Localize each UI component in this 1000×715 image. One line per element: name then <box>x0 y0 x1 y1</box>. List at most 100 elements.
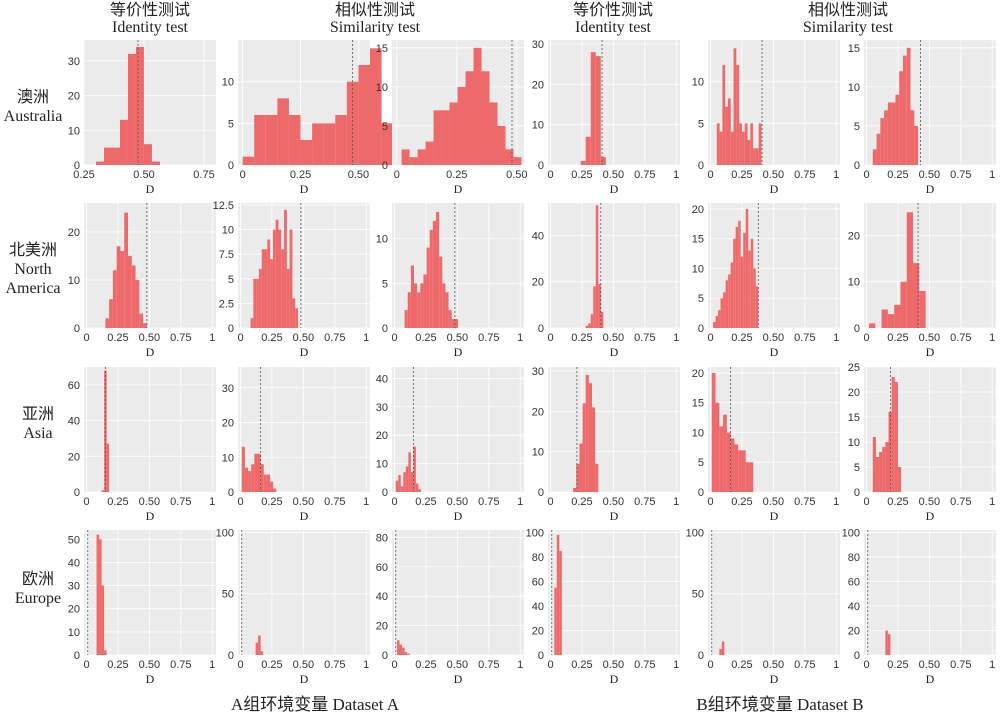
histogram-bar <box>402 647 405 655</box>
x-tick-label: 0.50 <box>603 332 624 344</box>
x-axis-label: D <box>454 345 463 359</box>
histogram-bar <box>749 462 754 492</box>
header-en: Similarity test <box>329 19 421 36</box>
histogram-bar <box>720 298 724 328</box>
histogram-bar <box>879 452 883 492</box>
y-tick-label: 0 <box>538 487 544 499</box>
histogram-bar <box>106 443 110 492</box>
x-axis-label: D <box>454 672 463 686</box>
x-tick-label: 0.75 <box>634 496 655 508</box>
histogram-bar <box>600 156 606 165</box>
x-tick-label: 0.25 <box>415 332 436 344</box>
y-tick-label: 10 <box>68 125 80 137</box>
histogram-bar <box>135 279 140 328</box>
histogram-bar <box>395 480 399 492</box>
y-tick-label: 5 <box>698 457 704 469</box>
y-tick-label: 7.5 <box>219 249 234 261</box>
y-tick-label: 5 <box>854 121 860 133</box>
x-tick-label: 0 <box>863 496 869 508</box>
y-tick-label: 10 <box>68 275 80 287</box>
x-tick-label: 0 <box>83 659 89 671</box>
x-axis-label: D <box>454 509 463 523</box>
histogram-bar <box>346 81 359 165</box>
y-tick-label: 0 <box>698 487 704 499</box>
x-axis-label: D <box>770 509 779 523</box>
y-tick-label: 40 <box>376 591 388 603</box>
histogram-bar <box>505 149 514 165</box>
x-tick-label: 0.75 <box>324 332 345 344</box>
histogram-bar <box>588 323 591 328</box>
histogram-bar <box>722 65 726 165</box>
histogram-bar <box>738 220 741 328</box>
panel-background <box>864 203 996 328</box>
histogram-bar <box>109 299 113 328</box>
histogram-bar <box>595 463 599 492</box>
x-tick-label: 0.25 <box>731 169 752 181</box>
histogram-bar <box>410 472 414 492</box>
x-axis-label: D <box>300 509 309 523</box>
x-axis-label: D <box>610 509 619 523</box>
histogram-bar <box>263 474 267 492</box>
histogram-bar <box>143 144 152 165</box>
histogram-bar <box>885 442 889 492</box>
y-tick-label: 0 <box>228 323 234 335</box>
histogram-bar <box>900 281 907 328</box>
histogram-bar <box>719 426 724 492</box>
panel-north-america-b-identity: 0 0.25 0.50 0.75 1 0 20 40 D <box>532 203 680 359</box>
panel-background <box>548 40 680 165</box>
x-tick-label: 1 <box>833 496 839 508</box>
histogram-bar <box>251 464 255 492</box>
histogram-bar <box>913 263 920 328</box>
y-tick-label: 10 <box>376 82 388 94</box>
panel-background <box>84 530 216 655</box>
y-tick-label: 0 <box>74 160 80 172</box>
y-tick-label: 100 <box>842 527 860 539</box>
x-tick-label: 1 <box>363 496 369 508</box>
x-tick-label: 1 <box>673 659 679 671</box>
row-label-asia: 亚洲 Asia <box>0 405 76 443</box>
row-label-en: North America <box>5 261 61 297</box>
histogram-bar <box>449 102 458 165</box>
y-tick-label: 10 <box>222 77 234 89</box>
histogram-bar <box>554 587 557 655</box>
row-label-north-america: 北美洲 North America <box>0 241 66 298</box>
x-tick-label: 0.75 <box>794 332 815 344</box>
histogram-bar <box>423 274 427 328</box>
histogram-bar <box>869 323 876 328</box>
histogram-bar <box>413 446 416 492</box>
x-tick-label: 1 <box>517 659 523 671</box>
y-tick-label: 10 <box>222 225 234 237</box>
histogram-bar <box>887 314 895 328</box>
x-axis-label: D <box>146 509 155 523</box>
histogram-bar <box>914 125 919 165</box>
x-tick-label: 0.25 <box>571 332 592 344</box>
panel-background <box>392 530 524 655</box>
histogram-bar <box>401 149 410 165</box>
y-tick-label: 40 <box>532 230 544 242</box>
histogram-bar <box>128 255 132 328</box>
x-tick-label: 1 <box>517 496 523 508</box>
histogram-bar <box>254 115 266 165</box>
x-tick-label: 1 <box>363 332 369 344</box>
histogram-bar <box>887 634 891 655</box>
x-tick-label: 0.25 <box>107 659 128 671</box>
panel-background <box>864 530 996 655</box>
panel-background <box>548 203 680 328</box>
y-tick-label: 0 <box>228 487 234 499</box>
x-tick-label: 0 <box>547 332 553 344</box>
panel-asia-a-identity: 0 0.25 0.50 0.75 1 0 20 40 60 D <box>68 367 216 523</box>
histogram-bar <box>887 102 892 165</box>
x-axis-label: D <box>926 182 935 196</box>
histogram-bar <box>270 259 273 328</box>
y-tick-label: 15 <box>848 412 860 424</box>
histogram-bar <box>872 437 876 492</box>
histogram-bar <box>101 585 105 655</box>
x-axis-label: D <box>146 345 155 359</box>
histogram-bar <box>119 119 128 165</box>
x-tick-label: 0.25 <box>887 169 908 181</box>
x-axis-label: D <box>926 509 935 523</box>
histogram-bar <box>881 309 888 328</box>
y-tick-label: 15 <box>692 234 704 246</box>
histogram-bar <box>595 56 601 166</box>
